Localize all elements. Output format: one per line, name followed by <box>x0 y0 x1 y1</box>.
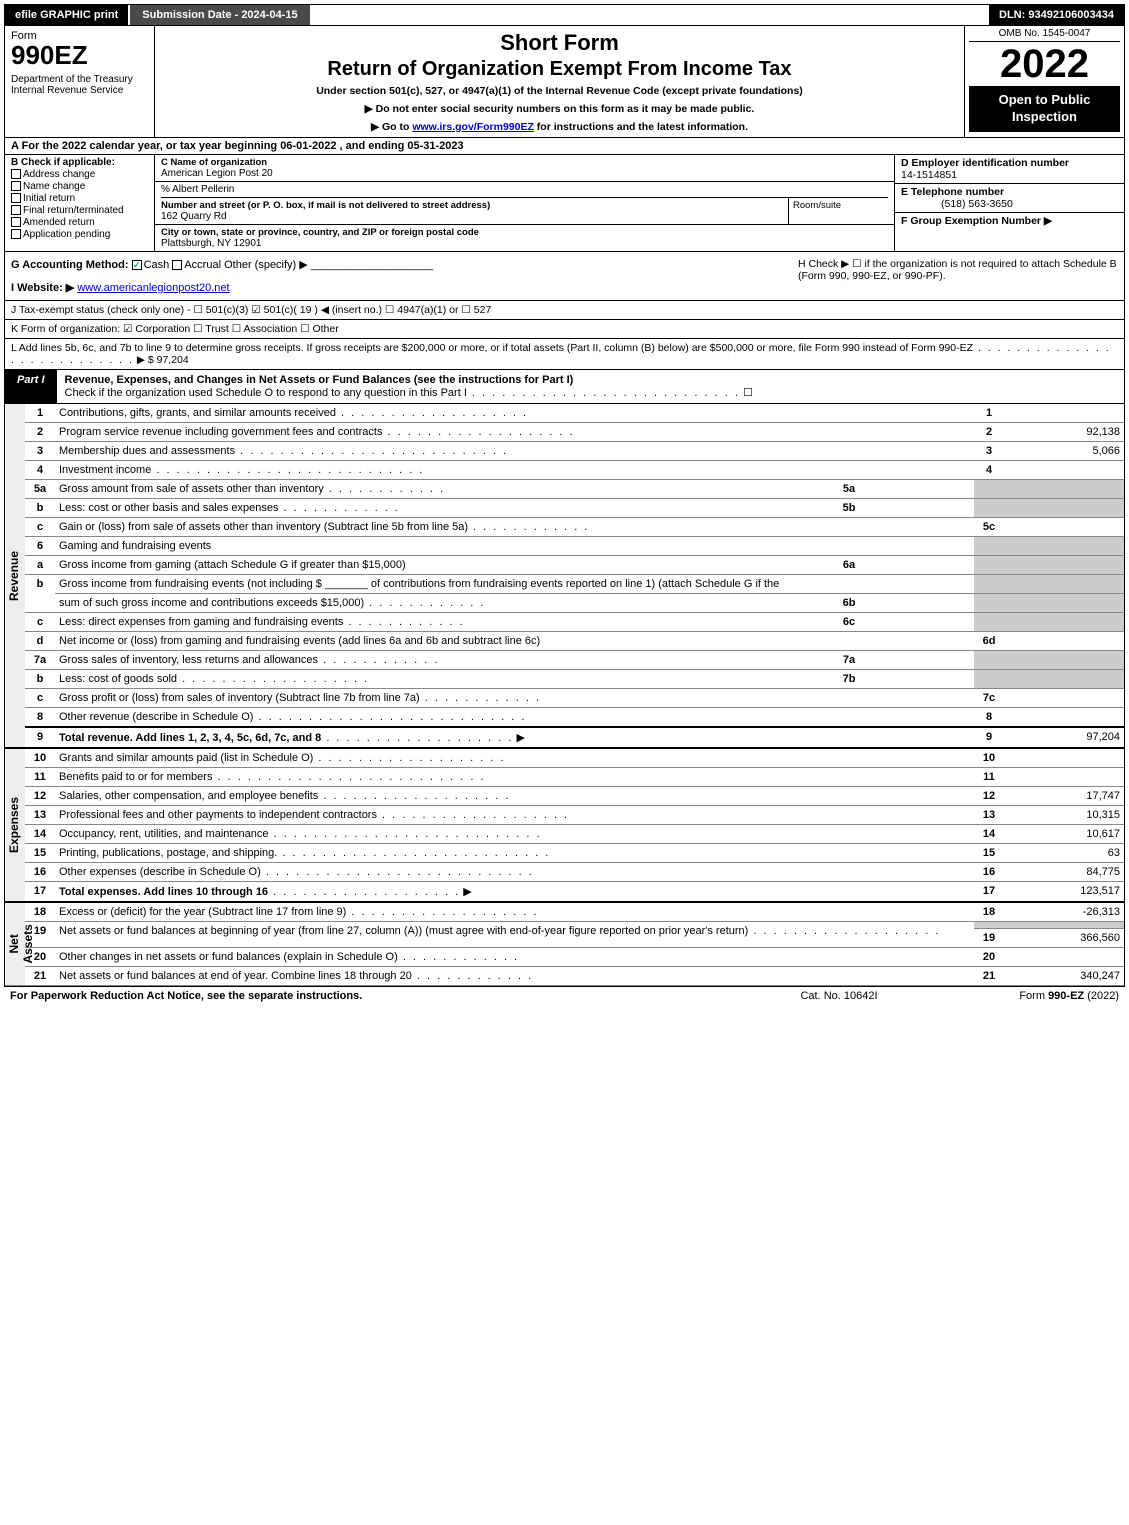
revenue-side-label: Revenue <box>5 404 25 748</box>
org-name-value: American Legion Post 20 <box>161 168 273 179</box>
line-l: L Add lines 5b, 6c, and 7b to line 9 to … <box>5 339 1124 370</box>
part-1-tab: Part I <box>5 370 57 403</box>
under-section-text: Under section 501(c), 527, or 4947(a)(1)… <box>163 85 956 97</box>
expenses-side-label: Expenses <box>5 748 25 902</box>
line-a: A For the 2022 calendar year, or tax yea… <box>5 138 1124 155</box>
chk-initial-return[interactable] <box>11 193 21 203</box>
box-b: B Check if applicable: Address change Na… <box>5 155 155 251</box>
submission-date-label: Submission Date - 2024-04-15 <box>128 5 309 25</box>
part-1-table: Revenue 1 Contributions, gifts, grants, … <box>5 404 1124 986</box>
street-value: 162 Quarry Rd <box>161 211 227 222</box>
form-body: Form 990EZ Department of the Treasury In… <box>4 26 1125 987</box>
open-public-badge: Open to Public Inspection <box>969 86 1120 132</box>
part-1-header: Part I Revenue, Expenses, and Changes in… <box>5 370 1124 404</box>
website-link[interactable]: www.americanlegionpost20.net <box>77 282 229 294</box>
line-k: K Form of organization: ☑ Corporation ☐ … <box>5 320 1124 339</box>
chk-accrual[interactable] <box>172 260 182 270</box>
city-value: Plattsburgh, NY 12901 <box>161 238 261 249</box>
city-label: City or town, state or province, country… <box>161 227 479 238</box>
website-label: I Website: ▶ <box>11 282 74 294</box>
short-form-title: Short Form <box>163 30 956 56</box>
net-assets-side-label: Net Assets <box>5 902 25 986</box>
chk-final-return[interactable] <box>11 205 21 215</box>
care-of: % Albert Pellerin <box>161 182 888 197</box>
box-b-title: B Check if applicable: <box>11 157 115 168</box>
box-def: D Employer identification number 14-1514… <box>894 155 1124 251</box>
form-number: 990EZ <box>11 42 148 68</box>
line-j: J Tax-exempt status (check only one) - ☐… <box>5 301 1124 320</box>
goto-line: ▶ Go to www.irs.gov/Form990EZ for instru… <box>163 121 956 133</box>
top-bar: efile GRAPHIC print Submission Date - 20… <box>4 4 1125 26</box>
line-g: G Accounting Method: ✓Cash Accrual Other… <box>11 258 798 294</box>
chk-cash[interactable]: ✓ <box>132 260 142 270</box>
tax-year: 2022 <box>969 42 1120 86</box>
part-1-check-box[interactable]: ☐ <box>743 387 753 399</box>
dln-label: DLN: 93492106003434 <box>989 5 1124 25</box>
part-1-check-text: Check if the organization used Schedule … <box>65 387 467 399</box>
ein-value: 14-1514851 <box>901 169 957 181</box>
ssn-warning: ▶ Do not enter social security numbers o… <box>163 103 956 115</box>
return-title: Return of Organization Exempt From Incom… <box>163 58 956 81</box>
dept-treasury: Department of the Treasury <box>11 74 148 85</box>
paperwork-notice: For Paperwork Reduction Act Notice, see … <box>10 990 739 1002</box>
irs-link[interactable]: www.irs.gov/Form990EZ <box>412 121 534 133</box>
footer: For Paperwork Reduction Act Notice, see … <box>4 987 1125 1005</box>
line-h: H Check ▶ ☐ if the organization is not r… <box>798 258 1118 294</box>
chk-application-pending[interactable] <box>11 229 21 239</box>
form-ref: Form 990-EZ (2022) <box>939 990 1119 1002</box>
box-c: C Name of organization American Legion P… <box>155 155 894 251</box>
org-name-label: C Name of organization <box>161 157 267 168</box>
omb-number: OMB No. 1545-0047 <box>969 28 1120 42</box>
form-id-block: Form 990EZ Department of the Treasury In… <box>5 26 155 137</box>
part-1-title: Revenue, Expenses, and Changes in Net As… <box>65 374 574 386</box>
tel-value: (518) 563-3650 <box>901 198 1013 210</box>
chk-amended-return[interactable] <box>11 217 21 227</box>
tel-label: E Telephone number <box>901 186 1004 198</box>
street-label: Number and street (or P. O. box, if mail… <box>161 200 490 211</box>
efile-print-label[interactable]: efile GRAPHIC print <box>5 5 128 25</box>
group-exemption-label: F Group Exemption Number ▶ <box>901 215 1052 227</box>
irs-label: Internal Revenue Service <box>11 85 148 96</box>
year-block: OMB No. 1545-0047 2022 Open to Public In… <box>964 26 1124 137</box>
chk-address-change[interactable] <box>11 169 21 179</box>
chk-name-change[interactable] <box>11 181 21 191</box>
cat-no: Cat. No. 10642I <box>739 990 939 1002</box>
form-title-block: Short Form Return of Organization Exempt… <box>155 26 964 137</box>
ein-label: D Employer identification number <box>901 157 1069 169</box>
room-suite-label: Room/suite <box>788 198 888 224</box>
